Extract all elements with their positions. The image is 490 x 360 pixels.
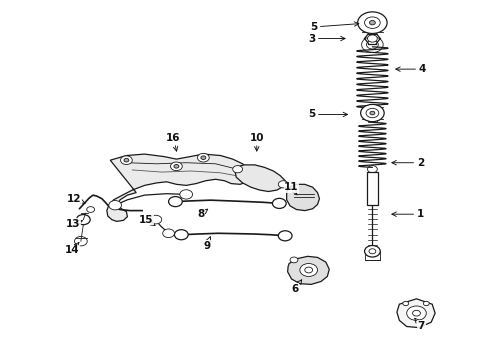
Circle shape: [423, 301, 429, 306]
Circle shape: [174, 165, 179, 168]
Circle shape: [365, 246, 380, 257]
Circle shape: [180, 190, 193, 199]
Text: 3: 3: [308, 33, 345, 44]
Text: 12: 12: [67, 194, 85, 204]
Circle shape: [300, 264, 318, 276]
Text: 13: 13: [66, 219, 82, 229]
Circle shape: [233, 166, 243, 173]
Text: 2: 2: [392, 158, 424, 168]
Text: 7: 7: [415, 318, 425, 331]
Circle shape: [272, 198, 286, 208]
Circle shape: [365, 17, 380, 28]
Text: 1: 1: [392, 209, 424, 219]
Circle shape: [171, 162, 182, 171]
FancyBboxPatch shape: [367, 172, 378, 205]
Circle shape: [124, 158, 129, 162]
Polygon shape: [397, 299, 435, 328]
Circle shape: [369, 249, 376, 254]
Circle shape: [368, 35, 377, 42]
Circle shape: [413, 310, 420, 316]
Circle shape: [278, 181, 288, 188]
FancyBboxPatch shape: [368, 120, 377, 122]
Circle shape: [367, 40, 378, 49]
Circle shape: [76, 215, 90, 225]
Text: 15: 15: [139, 215, 155, 225]
Circle shape: [362, 37, 383, 53]
Circle shape: [87, 207, 95, 212]
Polygon shape: [288, 256, 329, 284]
Circle shape: [403, 301, 409, 306]
Circle shape: [358, 12, 387, 33]
Text: 14: 14: [65, 242, 80, 255]
Text: 9: 9: [203, 237, 211, 251]
Text: 8: 8: [197, 209, 208, 219]
Circle shape: [197, 153, 209, 162]
Circle shape: [74, 237, 87, 246]
Polygon shape: [107, 154, 252, 221]
Text: 6: 6: [292, 280, 302, 294]
Circle shape: [150, 215, 162, 224]
Circle shape: [369, 21, 375, 25]
Text: 5: 5: [310, 22, 359, 32]
Circle shape: [109, 201, 122, 210]
Circle shape: [278, 231, 292, 241]
Circle shape: [163, 229, 174, 238]
Text: 11: 11: [284, 182, 299, 195]
Circle shape: [174, 230, 188, 240]
Circle shape: [368, 166, 377, 173]
Circle shape: [361, 104, 384, 122]
Circle shape: [169, 197, 182, 207]
Circle shape: [305, 267, 313, 273]
Circle shape: [121, 156, 132, 165]
Text: 5: 5: [308, 109, 347, 120]
Circle shape: [290, 257, 298, 263]
Text: 16: 16: [166, 132, 181, 151]
Circle shape: [370, 111, 375, 115]
Polygon shape: [235, 165, 285, 192]
Circle shape: [366, 108, 379, 118]
Text: 4: 4: [396, 64, 426, 74]
Text: 10: 10: [249, 132, 264, 151]
Circle shape: [201, 156, 206, 159]
Polygon shape: [287, 184, 319, 211]
Circle shape: [407, 306, 426, 320]
